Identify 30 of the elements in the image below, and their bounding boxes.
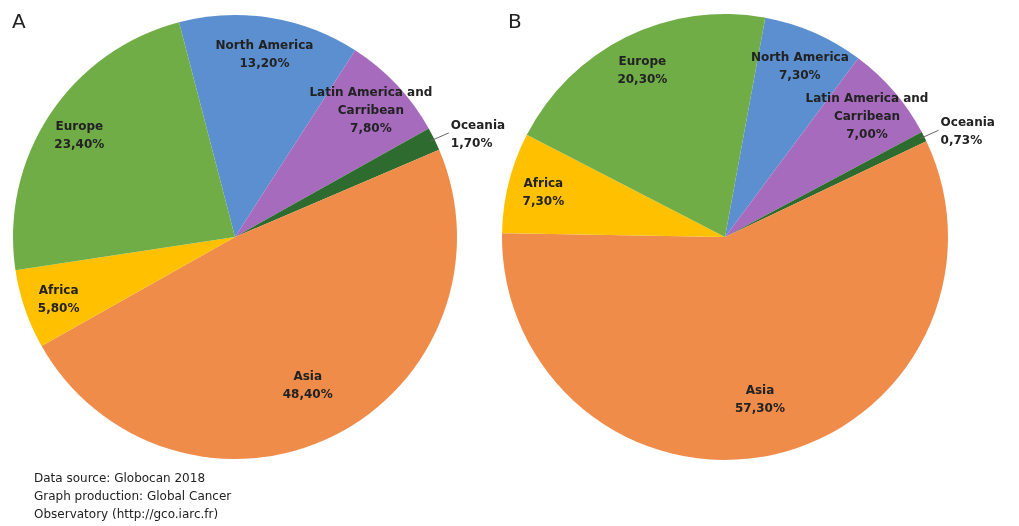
data-label: 13,20% [239,55,290,70]
data-label: 23,40% [54,137,105,152]
data-label: 0,73% [940,133,983,148]
data-label: 5,80% [37,300,80,315]
slice-label: Oceania [450,117,506,132]
chart-title: B [508,9,522,33]
text: Graph production: Global Cancer [34,489,232,503]
pie-slice [15,237,235,346]
source-note: Data source: Globocan 2018 [34,471,206,485]
slice-label: Oceania [940,115,995,130]
slice-label: Europe [55,119,104,134]
slice-label: Africa [38,282,79,297]
slice-label: Latin America and Carribean [805,90,929,123]
data-label: 1,70% [450,135,493,150]
data-label: 7,80% [350,121,392,136]
slice-label: Asia [745,383,775,398]
slice-label: Latin America and Carribean [309,85,433,118]
slice-label: North America [215,37,314,52]
slice-label: Europe [618,53,667,68]
data-label: 57,30% [735,401,785,416]
data-label: 20,30% [617,71,668,86]
data-label: 48,40% [282,387,333,402]
data-label: 7,30% [522,194,565,209]
text: Observatory (http://gco.iarc.fr) [34,507,219,521]
data-label: 7,30% [779,68,821,83]
slice-label: Africa [523,176,564,191]
pie-slice [502,134,725,237]
chart-title: A [12,9,26,33]
data-label: 7,00% [846,126,888,141]
slice-label: Asia [293,369,323,384]
